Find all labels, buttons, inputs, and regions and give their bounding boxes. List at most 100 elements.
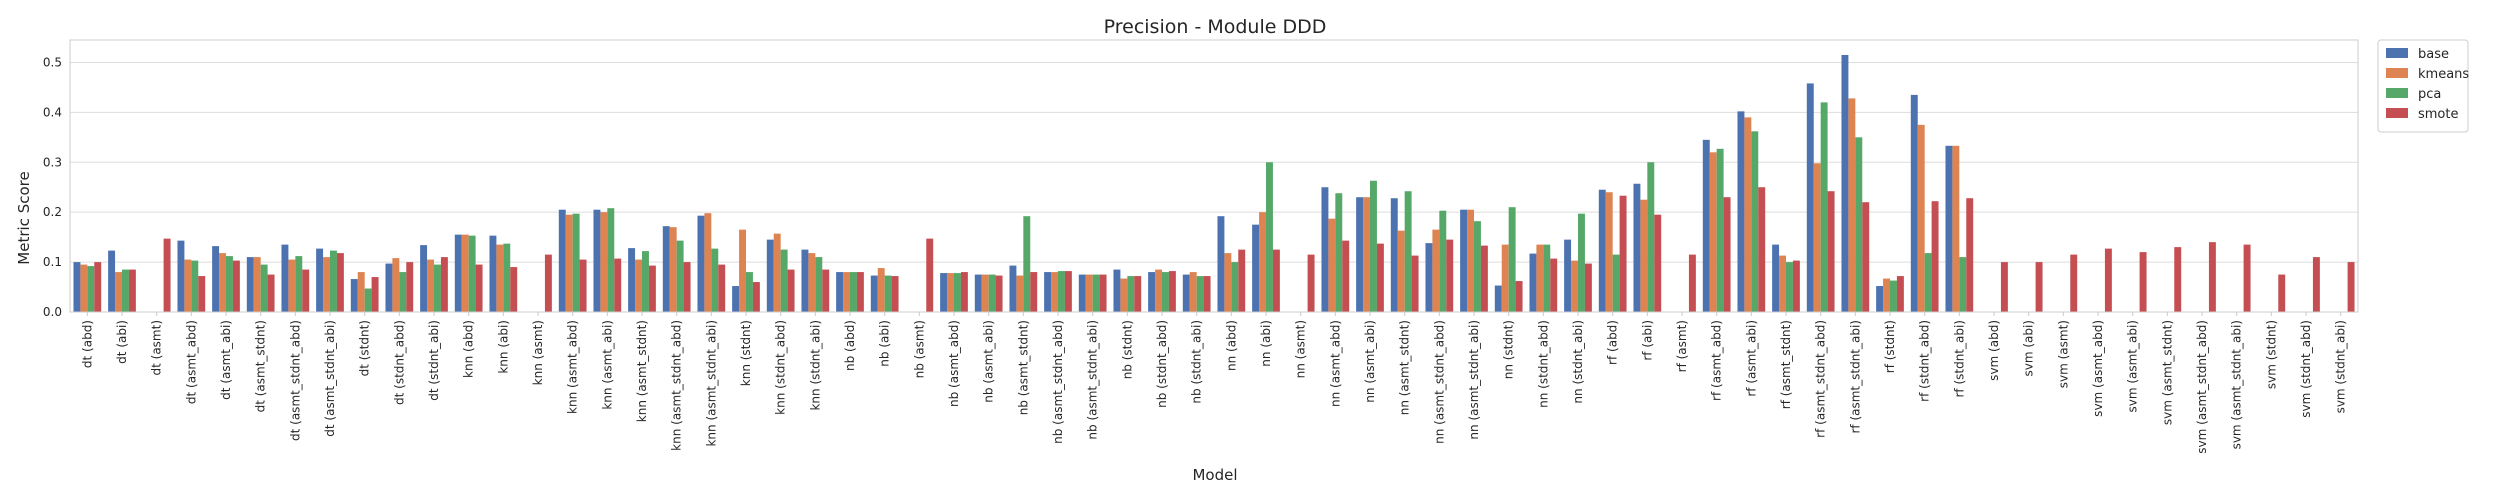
bar-pca [1023, 216, 1031, 312]
bar-smote [614, 258, 622, 312]
bar-base [732, 286, 740, 312]
bar-kmeans [981, 274, 989, 312]
legend-label-smote: smote [2418, 107, 2459, 122]
y-tick-label: 0.4 [43, 105, 62, 119]
bar-kmeans [704, 213, 712, 312]
x-tick-label: rf (stdnt_abd) [1918, 320, 1932, 402]
x-tick-label: svm (stdnt) [2264, 320, 2278, 389]
bar-smote [1446, 239, 1454, 312]
bar-kmeans [1328, 218, 1336, 312]
bar-base [1910, 94, 1918, 313]
x-tick-label: dt (asmt) [150, 320, 164, 376]
bar-smote [1896, 276, 1904, 312]
bar-base [489, 235, 497, 312]
y-tick-label: 0.2 [43, 205, 62, 219]
bar-base [558, 209, 566, 312]
bar-smote [2000, 262, 2008, 312]
bar-pca [1474, 221, 1481, 312]
x-tick-label: rf (stdnt) [1883, 320, 1897, 373]
bar-base [1529, 253, 1537, 312]
bar-kmeans [600, 212, 608, 312]
y-tick-label: 0.0 [43, 305, 62, 319]
bar-smote [1411, 255, 1419, 312]
bar-pca [1890, 280, 1897, 312]
bar-pca [1959, 257, 1967, 312]
bar-pca [1786, 262, 1793, 312]
bar-smote [1931, 201, 1939, 312]
bar-base [454, 234, 462, 312]
x-tick-label: nn (abi) [1259, 320, 1273, 367]
bar-smote [371, 277, 379, 312]
x-tick-label: knn (asmt_abd) [566, 320, 580, 414]
bar-smote [1827, 191, 1835, 312]
bar-smote [1654, 214, 1662, 312]
bar-kmeans [843, 272, 850, 312]
bar-base [1425, 243, 1433, 312]
bar-base [1321, 187, 1329, 312]
bar-smote [1238, 249, 1246, 312]
x-tick-label: dt (stdnt_abd) [392, 320, 406, 405]
bar-base [662, 226, 670, 312]
bar-pca [711, 248, 719, 312]
x-tick-label: rf (asmt_stdnt) [1779, 320, 1793, 409]
x-tick-label: dt (stdnt) [358, 320, 372, 376]
bar-pca [260, 264, 268, 312]
bar-kmeans [1363, 197, 1370, 312]
bar-base [1113, 269, 1121, 312]
x-tick-label: knn (stdnt_abi) [808, 320, 822, 411]
y-tick-label: 0.1 [43, 255, 62, 269]
bar-kmeans [288, 259, 296, 312]
bar-smote [1307, 254, 1315, 312]
bar-pca [1716, 148, 1724, 312]
x-tick-label: nn (stdnt_abd) [1536, 320, 1550, 408]
x-tick-label: dt (asmt_stdnt) [254, 320, 268, 412]
bar-base [1182, 274, 1190, 312]
x-tick-label: svm (abd) [1987, 320, 2001, 381]
bar-pca [850, 272, 857, 312]
x-tick-label: nn (stdnt_abi) [1571, 320, 1585, 404]
bar-kmeans [1155, 269, 1162, 312]
bar-kmeans [669, 227, 677, 312]
x-tick-label: rf (abi) [1640, 320, 1654, 361]
bar-smote [475, 264, 483, 312]
bar-kmeans [1259, 212, 1266, 312]
chart-title: Precision - Module DDD [1104, 16, 1327, 38]
bar-pca [1335, 193, 1343, 312]
bar-kmeans [1016, 275, 1024, 312]
bar-smote [1688, 254, 1696, 312]
bar-base [697, 215, 705, 312]
bar-base [108, 250, 116, 312]
bar-kmeans [1536, 244, 1544, 312]
bar-pca [1404, 191, 1412, 312]
bar-smote [1342, 240, 1350, 312]
x-tick-label: nb (asmt) [912, 320, 926, 378]
x-tick-label: nb (asmt_stdnt_abi) [1086, 320, 1100, 440]
bar-smote [995, 275, 1003, 312]
bar-pca [122, 269, 129, 312]
bar-pca [226, 256, 233, 312]
bar-base [246, 257, 254, 312]
bar-smote [856, 272, 864, 312]
bar-kmeans [1883, 278, 1890, 312]
bar-pca [1612, 254, 1620, 312]
bar-kmeans [357, 272, 365, 312]
bars [73, 54, 2355, 313]
bar-base [1390, 198, 1398, 312]
legend: base kmeans pca smote [2377, 39, 2469, 133]
x-tick-label: svm (asmt_stdnt) [2160, 320, 2174, 425]
bar-base [1737, 111, 1745, 313]
x-tick-label: knn (asmt_stdnt_abd) [670, 320, 684, 451]
bar-pca [1578, 213, 1585, 312]
bar-smote [1203, 276, 1211, 312]
x-tick-label: dt (stdnt_abi) [427, 320, 441, 401]
bar-smote [544, 254, 552, 312]
bar-smote [2139, 252, 2147, 312]
x-tick-label: svm (stdnt_abi) [2334, 320, 2348, 413]
bar-kmeans [1571, 260, 1578, 312]
x-tick-label: rf (asmt_stdnt_abd) [1814, 320, 1828, 438]
bar-kmeans [1051, 272, 1058, 312]
bar-pca [746, 272, 753, 312]
bar-smote [232, 260, 240, 312]
bar-smote [1030, 272, 1038, 312]
